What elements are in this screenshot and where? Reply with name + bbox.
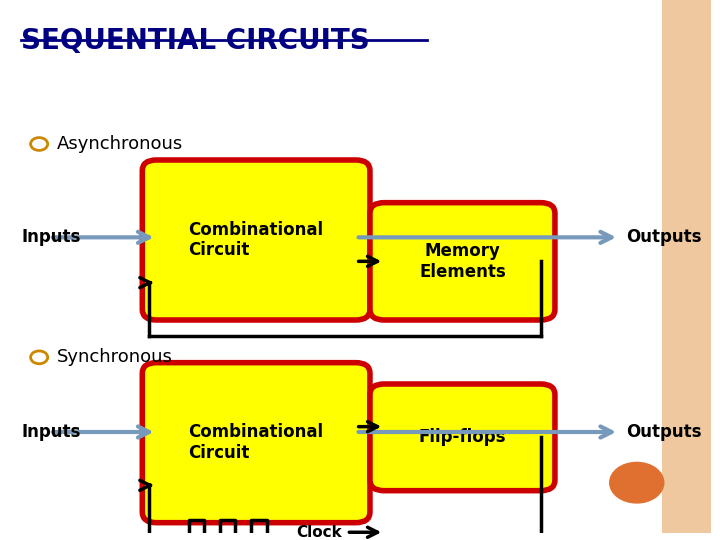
Circle shape <box>610 462 664 503</box>
FancyBboxPatch shape <box>143 363 370 523</box>
Text: Flip-flops: Flip-flops <box>419 428 506 447</box>
Text: SEQUENTIAL CIRCUITS: SEQUENTIAL CIRCUITS <box>22 26 370 55</box>
Text: Clock: Clock <box>297 525 343 540</box>
Text: Synchronous: Synchronous <box>57 348 173 366</box>
Text: Memory
Elements: Memory Elements <box>419 242 506 281</box>
Text: Asynchronous: Asynchronous <box>57 135 183 153</box>
Text: Combinational
Circuit: Combinational Circuit <box>189 221 324 259</box>
FancyBboxPatch shape <box>662 0 711 534</box>
Text: Inputs: Inputs <box>22 228 81 246</box>
FancyBboxPatch shape <box>143 160 370 320</box>
Text: Inputs: Inputs <box>22 423 81 441</box>
Text: Outputs: Outputs <box>626 228 701 246</box>
FancyBboxPatch shape <box>370 384 555 491</box>
Text: Outputs: Outputs <box>626 423 701 441</box>
Text: Combinational
Circuit: Combinational Circuit <box>189 423 324 462</box>
FancyBboxPatch shape <box>370 202 555 320</box>
